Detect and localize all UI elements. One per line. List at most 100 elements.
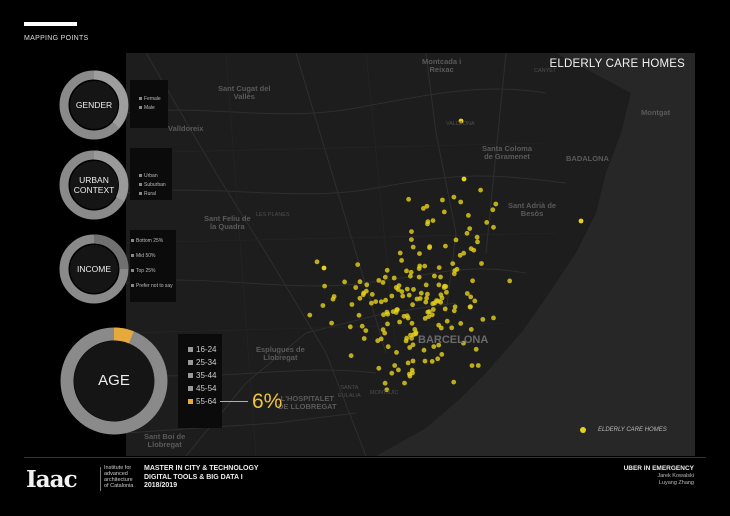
care-home-point bbox=[421, 347, 427, 353]
care-home-point bbox=[427, 245, 432, 251]
place-label-quadra: Sant Feliu de la Quadra bbox=[204, 214, 251, 231]
care-home-point bbox=[376, 278, 382, 283]
care-home-point bbox=[468, 294, 474, 300]
care-home-point bbox=[403, 338, 409, 344]
care-home-point bbox=[357, 295, 363, 301]
care-home-point bbox=[410, 302, 415, 308]
care-home-point bbox=[458, 118, 464, 124]
care-home-point bbox=[444, 289, 449, 295]
care-home-point bbox=[411, 287, 416, 292]
care-home-point bbox=[410, 358, 416, 364]
urban-legend-panel bbox=[130, 148, 172, 200]
care-home-point bbox=[409, 320, 415, 326]
care-home-point bbox=[347, 324, 353, 330]
care-home-point bbox=[431, 344, 437, 349]
place-label-planes: LES PLANES bbox=[256, 212, 290, 218]
care-home-point bbox=[342, 279, 347, 285]
project-info: UBER IN EMERGENCY Jarek Kowalski Luyang … bbox=[624, 465, 694, 488]
care-home-point bbox=[406, 292, 412, 298]
care-home-point bbox=[416, 274, 422, 280]
care-home-point bbox=[382, 274, 388, 280]
place-label-canyet: CANYET bbox=[534, 68, 557, 74]
care-home-point bbox=[376, 365, 382, 371]
institute-name: Institute for advanced architecture of Cata… bbox=[104, 465, 134, 489]
care-home-point bbox=[373, 299, 379, 304]
care-home-point bbox=[395, 307, 400, 312]
care-home-point bbox=[451, 194, 457, 200]
care-home-point bbox=[423, 299, 429, 305]
sea bbox=[376, 53, 695, 456]
legend-label: ELDERLY CARE HOMES bbox=[598, 427, 667, 433]
course-info: MASTER IN CITY & TECHNOLOGY DIGITAL TOOLS… bbox=[144, 465, 259, 489]
care-home-point bbox=[369, 292, 375, 297]
percent-leader-line bbox=[220, 401, 248, 402]
care-home-point bbox=[442, 306, 448, 312]
place-label-montgat: Montgat bbox=[641, 108, 671, 117]
place-label-montcada: Montcada i Reixac bbox=[422, 57, 462, 74]
age-highlight-segment bbox=[113, 327, 134, 344]
care-home-point bbox=[484, 220, 490, 225]
care-home-point bbox=[348, 353, 354, 359]
care-home-point bbox=[357, 279, 363, 285]
care-home-point bbox=[443, 284, 449, 289]
care-home-point bbox=[355, 262, 361, 267]
care-home-point bbox=[430, 218, 436, 224]
urban-cat-rural: Rural bbox=[139, 191, 156, 197]
care-home-point bbox=[391, 275, 397, 281]
gender-legend-panel bbox=[130, 80, 168, 128]
age-cat-55-64: 55-64 bbox=[188, 397, 216, 406]
care-home-point bbox=[490, 207, 496, 213]
urban-cat-urban: Urban bbox=[139, 173, 158, 179]
care-home-point bbox=[444, 318, 450, 324]
map[interactable]: ELDERLY CARE HOMES Montcada i Reixac CANY… bbox=[126, 53, 695, 456]
urban-ring: URBAN CONTEXT bbox=[58, 149, 130, 221]
care-home-point bbox=[436, 282, 442, 288]
care-home-point bbox=[392, 363, 398, 368]
author-2: Luyang Zhang bbox=[658, 480, 694, 486]
care-home-point bbox=[353, 285, 359, 290]
place-label-hospitalet: L'HOSPITALET DE LLOBREGAT bbox=[278, 394, 337, 411]
income-cat-top: Top 25% bbox=[131, 268, 155, 274]
footer-divider bbox=[24, 457, 706, 458]
care-home-point bbox=[440, 197, 445, 203]
care-home-point bbox=[436, 342, 442, 348]
care-home-point bbox=[470, 278, 475, 284]
care-home-point bbox=[468, 327, 474, 332]
care-home-point bbox=[438, 274, 443, 280]
care-home-point bbox=[399, 258, 404, 263]
care-home-point bbox=[382, 380, 388, 386]
care-home-point bbox=[369, 300, 374, 306]
care-home-point bbox=[425, 291, 430, 297]
care-home-point bbox=[458, 321, 464, 326]
care-home-point bbox=[439, 352, 445, 357]
care-home-point bbox=[421, 206, 426, 211]
age-legend-panel bbox=[178, 334, 222, 428]
care-home-point bbox=[416, 266, 422, 271]
care-home-point bbox=[385, 321, 390, 327]
age-cat-35-44: 35-44 bbox=[188, 371, 216, 380]
care-home-point bbox=[363, 288, 369, 294]
care-home-point bbox=[466, 213, 471, 218]
care-home-point bbox=[407, 345, 413, 350]
gender-label: GENDER bbox=[75, 100, 113, 110]
care-home-point bbox=[321, 265, 327, 271]
care-home-point bbox=[474, 234, 480, 240]
income-cat-mid: Mid 50% bbox=[131, 253, 155, 259]
author-1: Jarek Kowalski bbox=[657, 472, 694, 479]
place-label-esplugues: Esplugues de Llobregat bbox=[256, 345, 305, 362]
care-home-point bbox=[426, 314, 432, 319]
care-home-point bbox=[451, 271, 457, 277]
place-label-sant-adria: Sant Adrià de Besòs bbox=[508, 201, 557, 218]
care-home-point bbox=[457, 252, 463, 258]
care-home-point bbox=[422, 263, 428, 269]
care-home-point bbox=[393, 285, 399, 290]
care-home-point bbox=[322, 283, 327, 289]
header-bar bbox=[24, 22, 77, 26]
care-home-point bbox=[468, 304, 473, 310]
care-home-point bbox=[464, 291, 470, 296]
care-home-point bbox=[397, 250, 403, 256]
care-home-point bbox=[452, 304, 458, 310]
care-home-point bbox=[479, 261, 484, 266]
care-home-point bbox=[434, 298, 439, 303]
place-label-santa-coloma: Santa Coloma de Gramenet bbox=[482, 144, 533, 161]
